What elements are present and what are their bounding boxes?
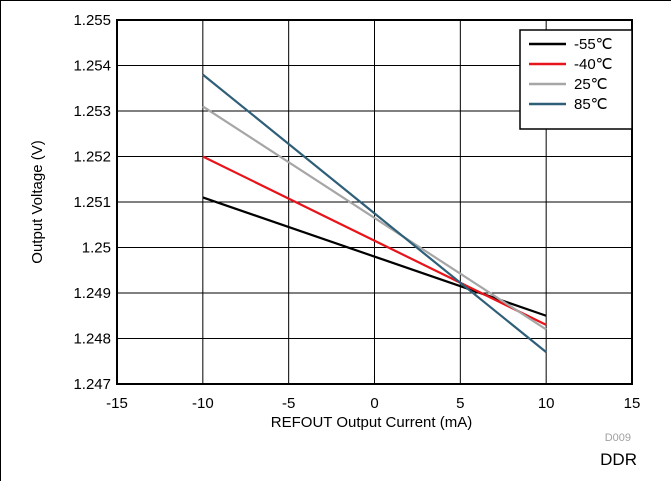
series-line <box>202 73 547 354</box>
legend-box <box>519 29 633 130</box>
legend-label: -40℃ <box>574 56 613 73</box>
legend-label: -55℃ <box>574 36 613 53</box>
y-tick-label: 1.254 <box>73 58 111 75</box>
series-lines <box>202 73 547 354</box>
y-tick-label: 1.248 <box>73 331 111 348</box>
y-tick-label: 1.251 <box>73 194 111 211</box>
y-tick-labels: 1.247 1.248 1.249 1.25 1.251 1.252 1.253 1.254 1… <box>73 12 111 393</box>
x-tick-label: -10 <box>192 395 214 412</box>
y-axis-title: Output Voltage (V) <box>29 140 46 263</box>
x-axis-title: REFOUT Output Current (mA) <box>271 414 472 431</box>
y-tick-label: 1.255 <box>73 12 111 29</box>
legend-label: 85℃ <box>574 96 608 113</box>
y-tick-label: 1.252 <box>73 149 111 166</box>
series-line <box>202 105 547 331</box>
y-tick-label: 1.25 <box>82 240 111 257</box>
legend: -55℃ -40℃ 25℃ 85℃ <box>519 29 633 130</box>
x-tick-label: -5 <box>282 395 295 412</box>
series-line <box>202 155 547 326</box>
figure-id: D009 <box>604 432 631 444</box>
frame-left-border <box>0 0 1 481</box>
plot-area-border <box>116 19 633 385</box>
x-tick-labels: -15 -10 -5 0 5 10 15 <box>106 395 640 412</box>
x-tick-label: -15 <box>106 395 128 412</box>
y-tick-label: 1.247 <box>73 376 111 393</box>
x-tick-label: 10 <box>538 395 555 412</box>
legend-label: 25℃ <box>574 76 608 93</box>
footer-label: DDR <box>600 450 637 469</box>
frame-top-border <box>0 0 671 1</box>
y-tick-label: 1.249 <box>73 285 111 302</box>
x-tick-label: 0 <box>370 395 378 412</box>
x-tick-label: 5 <box>456 395 464 412</box>
y-tick-label: 1.253 <box>73 103 111 120</box>
x-tick-label: 15 <box>624 395 641 412</box>
